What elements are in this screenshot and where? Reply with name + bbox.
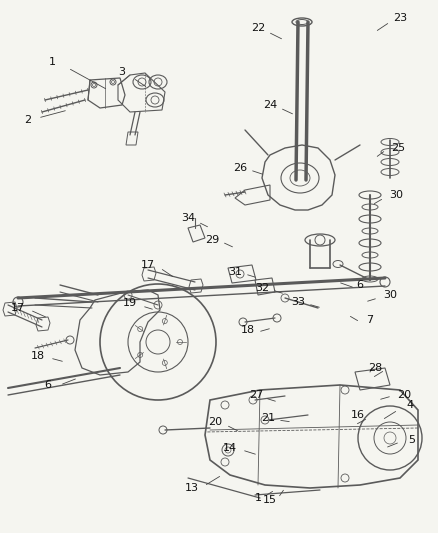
Text: 13: 13 [185,483,199,493]
Text: 7: 7 [367,315,374,325]
Text: 22: 22 [251,23,265,33]
Text: 6: 6 [357,280,364,290]
Text: 30: 30 [383,290,397,300]
Text: 21: 21 [261,413,275,423]
Text: 4: 4 [406,400,413,410]
Text: 25: 25 [391,143,405,153]
Text: 20: 20 [397,390,411,400]
Text: 24: 24 [263,100,277,110]
Text: 23: 23 [393,13,407,23]
Text: 30: 30 [389,190,403,200]
Text: 19: 19 [123,298,137,308]
Text: 29: 29 [205,235,219,245]
Text: 3: 3 [119,67,126,77]
Text: 18: 18 [31,351,45,361]
Text: 18: 18 [241,325,255,335]
Text: 17: 17 [11,303,25,313]
Text: 14: 14 [223,443,237,453]
Text: 2: 2 [25,115,32,125]
Text: 34: 34 [181,213,195,223]
Text: 27: 27 [249,390,263,400]
Text: 1: 1 [254,493,261,503]
Text: 33: 33 [291,297,305,307]
Text: 15: 15 [263,495,277,505]
Text: 17: 17 [141,260,155,270]
Text: 16: 16 [351,410,365,420]
Text: 6: 6 [45,380,52,390]
Text: 20: 20 [208,417,222,427]
Text: 26: 26 [233,163,247,173]
Text: 31: 31 [228,267,242,277]
Text: 1: 1 [49,57,56,67]
Text: 5: 5 [409,435,416,445]
Text: 28: 28 [368,363,382,373]
Text: 32: 32 [255,283,269,293]
